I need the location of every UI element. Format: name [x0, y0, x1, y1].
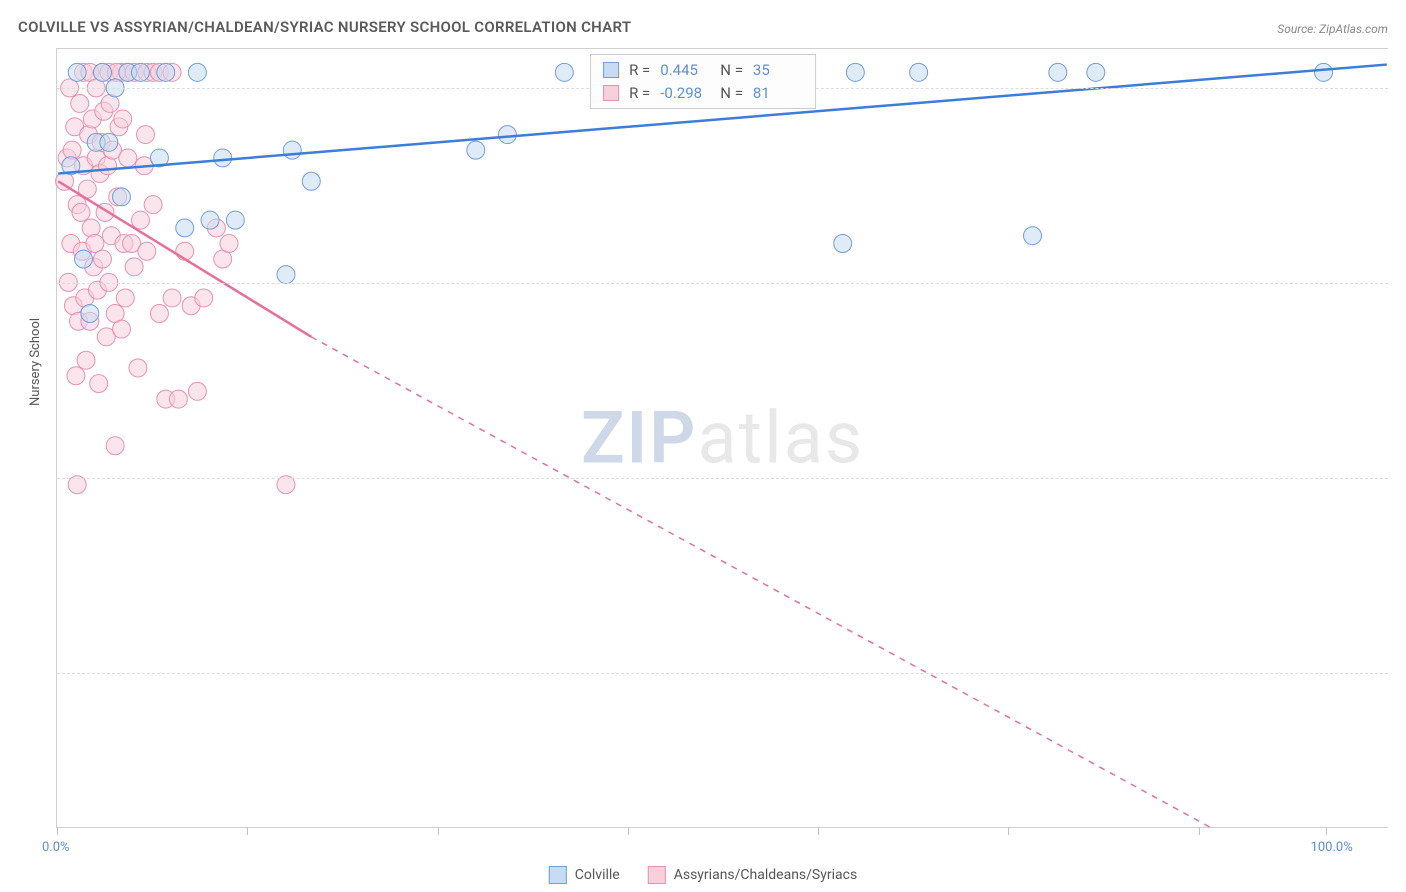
data-point	[94, 250, 112, 268]
data-point	[71, 94, 89, 112]
stats-r2: -0.298	[660, 82, 710, 105]
gridline-h	[57, 478, 1388, 479]
data-point	[555, 63, 573, 81]
stats-n-label: N =	[720, 59, 743, 82]
data-point	[129, 359, 147, 377]
swatch-series2-icon	[603, 85, 619, 101]
data-point	[277, 266, 295, 284]
chart-title: COLVILLE VS ASSYRIAN/CHALDEAN/SYRIAC NUR…	[18, 18, 631, 36]
data-point	[176, 242, 194, 260]
swatch-series1-icon	[603, 62, 619, 78]
data-point	[176, 219, 194, 237]
legend: Colville Assyrians/Chaldeans/Syriacs	[549, 866, 857, 884]
data-point	[1024, 227, 1042, 245]
plot-svg	[57, 49, 1388, 827]
legend-swatch-2-icon	[648, 866, 666, 884]
data-point	[834, 235, 852, 253]
data-point	[114, 110, 132, 128]
data-point	[90, 375, 108, 393]
data-point	[131, 63, 149, 81]
x-tick	[1008, 827, 1009, 835]
data-point	[1087, 63, 1105, 81]
data-point	[77, 351, 95, 369]
gridline-h	[57, 673, 1388, 674]
data-point	[138, 242, 156, 260]
source-label: Source: ZipAtlas.com	[1277, 22, 1388, 36]
data-point	[131, 211, 149, 229]
data-point	[1049, 63, 1067, 81]
legend-item-1: Colville	[549, 866, 620, 884]
gridline-h	[57, 283, 1388, 284]
data-point	[467, 141, 485, 159]
x-tick-label: 100.0%	[1311, 840, 1353, 855]
data-point	[498, 126, 516, 144]
data-point	[302, 172, 320, 190]
data-point	[910, 63, 928, 81]
data-point	[214, 149, 232, 167]
stats-r-label: R =	[629, 59, 650, 82]
data-point	[163, 289, 181, 307]
data-point	[72, 203, 90, 221]
x-tick	[247, 827, 248, 835]
x-tick	[818, 827, 819, 835]
data-point	[82, 219, 100, 237]
stats-n-label: N =	[720, 82, 743, 105]
data-point	[100, 133, 118, 151]
legend-label-1: Colville	[575, 867, 620, 883]
data-point	[846, 63, 864, 81]
plot-area: ZIPatlas 92.5%95.0%97.5%100.0%0.0%100.0%	[56, 48, 1388, 828]
data-point	[112, 320, 130, 338]
stats-n2: 81	[753, 82, 803, 105]
x-tick	[1326, 827, 1327, 835]
data-point	[201, 211, 219, 229]
data-point	[220, 235, 238, 253]
stats-row-2: R = -0.298 N = 81	[603, 82, 803, 105]
x-tick	[438, 827, 439, 835]
x-tick	[1199, 827, 1200, 835]
data-point	[283, 141, 301, 159]
data-point	[81, 305, 99, 323]
data-point	[226, 211, 244, 229]
data-point	[137, 126, 155, 144]
legend-swatch-1-icon	[549, 866, 567, 884]
legend-label-2: Assyrians/Chaldeans/Syriacs	[674, 867, 857, 883]
data-point	[157, 63, 175, 81]
stats-row-1: R = 0.445 N = 35	[603, 59, 803, 82]
x-tick-label: 0.0%	[42, 840, 70, 855]
data-point	[169, 390, 187, 408]
data-point	[116, 289, 134, 307]
data-point	[125, 258, 143, 276]
data-point	[150, 305, 168, 323]
stats-n1: 35	[753, 59, 803, 82]
data-point	[188, 63, 206, 81]
stats-r1: 0.445	[660, 59, 710, 82]
trend-line-2-dash	[311, 337, 1209, 827]
data-point	[144, 196, 162, 214]
x-tick	[628, 827, 629, 835]
legend-item-2: Assyrians/Chaldeans/Syriacs	[648, 866, 857, 884]
data-point	[106, 437, 124, 455]
x-tick	[57, 827, 58, 835]
data-point	[75, 250, 93, 268]
stats-r-label: R =	[629, 82, 650, 105]
data-point	[67, 367, 85, 385]
stats-box: R = 0.445 N = 35 R = -0.298 N = 81	[590, 54, 816, 109]
data-point	[188, 382, 206, 400]
data-point	[68, 63, 86, 81]
y-axis-title: Nursery School	[28, 318, 43, 406]
data-point	[195, 289, 213, 307]
data-point	[112, 188, 130, 206]
data-point	[1315, 63, 1333, 81]
data-point	[119, 149, 137, 167]
data-point	[94, 63, 112, 81]
